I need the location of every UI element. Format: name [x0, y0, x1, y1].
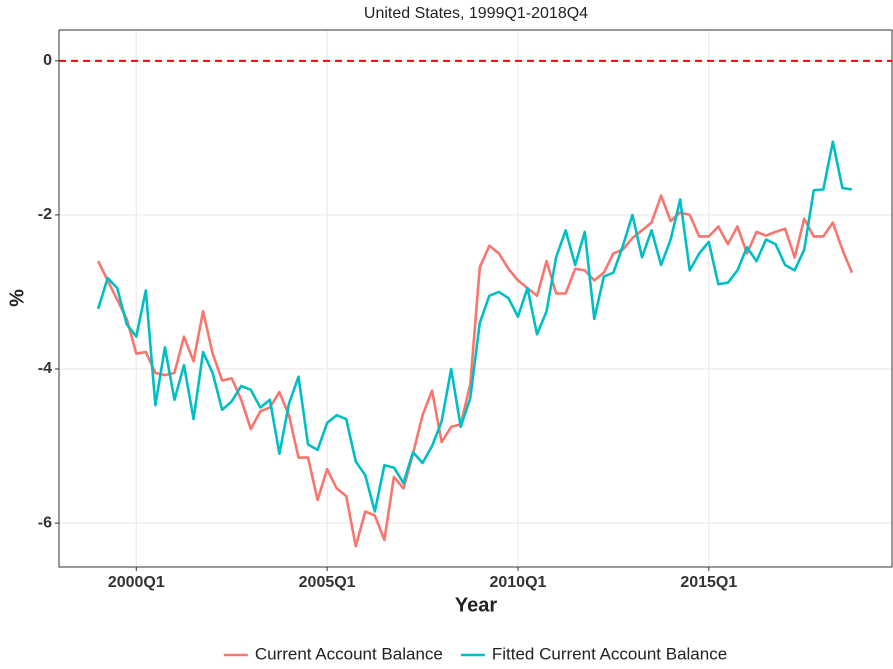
y-tick-label: -2 [38, 206, 52, 223]
y-tick-label: -6 [38, 514, 52, 531]
series-line [96, 194, 854, 548]
y-axis-title: % [6, 289, 28, 307]
x-tick-label: 2005Q1 [299, 574, 356, 591]
series-line [96, 140, 853, 513]
x-tick-label: 2000Q1 [108, 574, 165, 591]
x-tick-label: 2015Q1 [680, 574, 737, 591]
y-tick-label: -4 [38, 360, 52, 377]
plot-border [58, 29, 893, 568]
chart-title: United States, 1999Q1-2018Q4 [364, 5, 588, 22]
legend-label: Fitted Current Account Balance [492, 644, 727, 663]
y-tick-label: 0 [43, 52, 52, 69]
x-tick-label: 2010Q1 [489, 574, 546, 591]
x-axis-title: Year [455, 594, 497, 616]
legend-label: Current Account Balance [255, 644, 443, 663]
